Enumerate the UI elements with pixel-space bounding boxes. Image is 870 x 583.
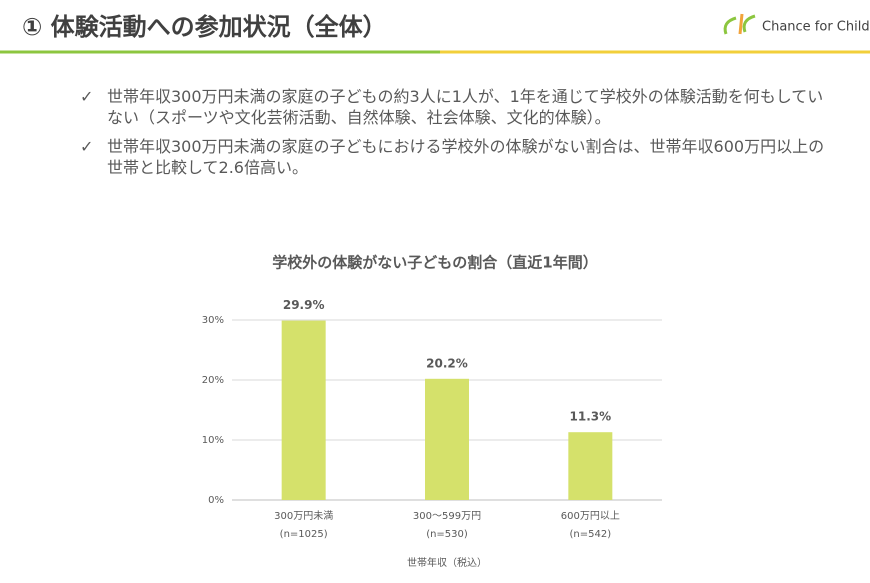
bullet: ✓ 世帯年収300万円未満の家庭の子どもにおける学校外の体験がない割合は、世帯年収… xyxy=(80,137,825,177)
x-tick-count: (n=542) xyxy=(570,529,612,540)
bullet-text: 世帯年収300万円未満の家庭の子どもの約3人に1人が、1年を通じて学校外の体験活… xyxy=(107,87,824,127)
value-label: 20.2% xyxy=(426,356,468,370)
x-tick-label: 600万円以上 xyxy=(561,510,620,522)
bar xyxy=(425,378,469,500)
bar xyxy=(568,432,613,500)
y-tick-label: 0% xyxy=(208,495,224,506)
bullet-text: 世帯年収300万円未満の家庭の子どもにおける学校外の体験がない割合は、世帯年収6… xyxy=(107,137,825,177)
chart-title: 学校外の体験がない子どもの割合（直近1年間） xyxy=(272,254,597,272)
x-tick-label: 300万円未満 xyxy=(274,510,333,522)
logo-text: Chance for Children xyxy=(762,20,870,35)
x-tick-label: 300～599万円 xyxy=(413,511,481,522)
y-tick-label: 30% xyxy=(202,315,224,326)
value-label: 11.3% xyxy=(570,410,612,424)
x-axis-label: 世帯年収（税込） xyxy=(407,556,487,569)
y-tick-label: 10% xyxy=(202,435,224,446)
logo-icon xyxy=(723,13,756,35)
x-tick-count: (n=1025) xyxy=(280,529,328,540)
bar xyxy=(281,320,326,500)
header-title: ① 体験活動への参加状況（全体） xyxy=(22,13,387,41)
bullet: ✓ 世帯年収300万円未満の家庭の子どもの約3人に1人が、1年を通じて学校外の体験… xyxy=(80,87,824,127)
x-tick-count: (n=530) xyxy=(426,529,468,540)
value-label: 29.9% xyxy=(283,298,325,312)
y-tick-label: 20% xyxy=(202,375,224,386)
